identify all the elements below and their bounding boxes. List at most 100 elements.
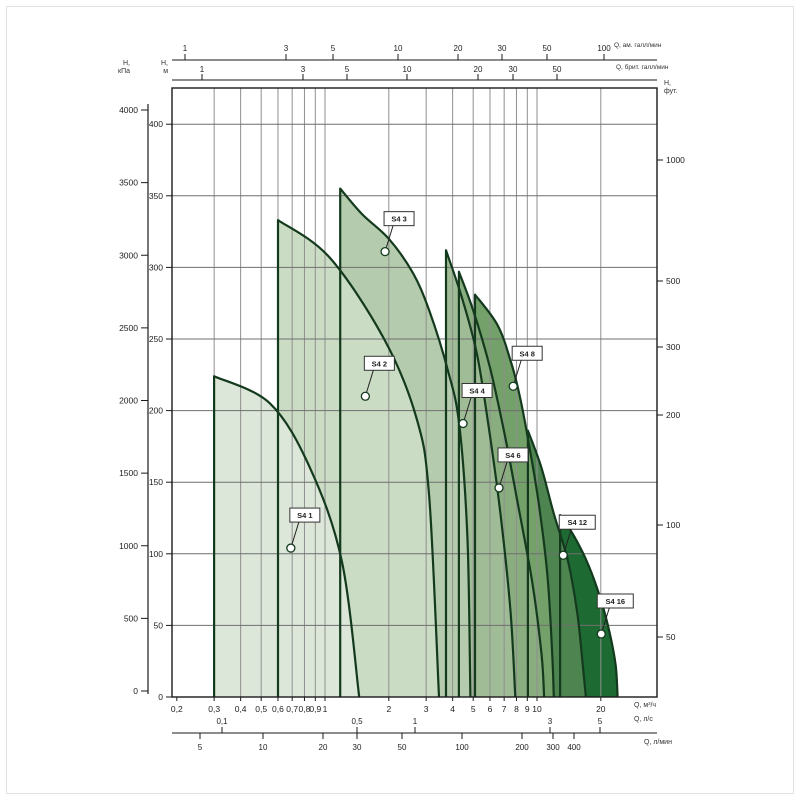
- tick-label-ls: 1: [413, 717, 418, 726]
- axes: 0501001502002503003504000500100015002000…: [119, 44, 685, 752]
- top-axis-unit-impgpm: Q, брит. галл/мин: [616, 64, 669, 71]
- tick-label-m3h: 0,4: [235, 704, 247, 714]
- tick-label-m: 100: [149, 549, 163, 559]
- tick-label-ls: 5: [598, 717, 603, 726]
- tick-label-m3h: 2: [386, 704, 391, 714]
- tick-label-m3h: 1: [323, 704, 328, 714]
- outline-s4-12: [526, 429, 587, 698]
- outline-s4-8: [473, 293, 555, 698]
- label-dot-s4-8: [508, 381, 518, 391]
- tick-label-m3h: 0,5: [255, 704, 267, 714]
- label-text-s4-2: S4 2: [372, 359, 387, 368]
- tick-label-kpa: 3000: [119, 250, 138, 260]
- tick-label-lmin: 5: [198, 743, 203, 752]
- label-box-s4-3[interactable]: [383, 211, 415, 227]
- tick-label-impgpm: 1: [200, 65, 205, 74]
- tick-label-lmin: 30: [353, 743, 362, 752]
- label-box-s4-2[interactable]: [363, 355, 395, 371]
- label-text-s4-8: S4 8: [519, 349, 534, 358]
- bottom-axis-unit-m3h: Q, м³/ч: [634, 702, 657, 709]
- tick-label-lmin: 300: [546, 743, 560, 752]
- tick-label-m3h: 3: [424, 704, 429, 714]
- label-dot-s4-4: [458, 418, 468, 429]
- label-text-s4-4: S4 4: [469, 386, 485, 395]
- pump-model-labels: S4 1 S4 2 S4 3 S4 4 S4 6 S4 8 S4 12 S4 16: [286, 211, 634, 639]
- tick-label-ft: 1000: [666, 155, 685, 165]
- tick-label-impgpm: 10: [403, 65, 412, 74]
- label-dot-s4-3: [380, 246, 390, 257]
- left-axis-unit-m: H, м: [161, 60, 168, 75]
- tick-label-m: 300: [149, 262, 163, 272]
- tick-label-m3h: 0,8: [299, 704, 311, 714]
- label-dot-s4-6: [494, 483, 504, 493]
- tick-label-kpa: 0: [133, 686, 138, 696]
- left-axis-unit-kpa: H, кПа: [118, 60, 130, 75]
- outline-s4-2: [276, 219, 441, 698]
- tick-label-ls: 3: [548, 717, 553, 726]
- tick-label-ft: 100: [666, 520, 680, 530]
- tick-label-m: 0: [158, 692, 163, 702]
- tick-label-kpa: 1000: [119, 541, 138, 551]
- tick-label-kpa: 2000: [119, 396, 138, 406]
- pump-envelope-fills: [214, 188, 618, 697]
- tick-label-usgpm: 20: [454, 44, 463, 53]
- label-box-s4-6[interactable]: [497, 447, 529, 463]
- tick-label-lmin: 400: [567, 743, 581, 752]
- label-box-s4-4[interactable]: [461, 382, 493, 398]
- tick-label-m: 200: [149, 406, 163, 416]
- tick-label-m: 150: [149, 477, 163, 487]
- top-axis-unit-usgpm: Q, ам. галл/мин: [614, 42, 662, 49]
- label-dot-s4-2: [360, 391, 371, 401]
- region-s4-1: [214, 376, 360, 697]
- tick-label-impgpm: 50: [553, 65, 562, 74]
- plot-border: [171, 87, 658, 698]
- tick-label-m3h: 0,2: [171, 704, 183, 714]
- tick-label-ft: 200: [666, 410, 680, 420]
- outline-s4-4: [444, 249, 517, 698]
- label-text-s4-16: S4 16: [605, 597, 625, 606]
- bottom-axis-unit-lmin: Q, л/мин: [644, 739, 672, 746]
- tick-label-m3h: 6: [488, 704, 493, 714]
- tick-label-usgpm: 30: [498, 44, 507, 53]
- label-text-s4-6: S4 6: [505, 451, 520, 460]
- tick-label-impgpm: 20: [474, 65, 483, 74]
- tick-label-ls: 0,1: [216, 717, 228, 726]
- pump-envelope-outlines: [213, 187, 619, 698]
- tick-label-kpa: 1500: [119, 468, 138, 478]
- tick-label-m3h: 7: [502, 704, 507, 714]
- tick-label-impgpm: 3: [301, 65, 306, 74]
- tick-label-usgpm: 3: [284, 44, 289, 53]
- tick-label-m: 250: [149, 334, 163, 344]
- right-axis-unit-ft: H, фут.: [664, 80, 678, 95]
- tick-label-ls: 0,5: [351, 717, 363, 726]
- tick-label-impgpm: 5: [345, 65, 350, 74]
- tick-label-m: 400: [149, 119, 163, 129]
- tick-label-usgpm: 5: [331, 44, 336, 53]
- label-box-s4-12[interactable]: [558, 514, 596, 530]
- tick-label-lmin: 100: [455, 743, 469, 752]
- label-box-s4-1[interactable]: [289, 507, 321, 523]
- label-dot-s4-12: [558, 550, 568, 560]
- tick-label-usgpm: 50: [543, 44, 552, 53]
- tick-label-kpa: 3500: [119, 178, 138, 188]
- label-dot-s4-16: [596, 629, 606, 639]
- tick-label-m3h: 0,7: [286, 704, 298, 714]
- tick-label-m3h: 0,6: [272, 704, 284, 714]
- tick-label-m: 350: [149, 191, 163, 201]
- tick-label-kpa: 4000: [119, 105, 138, 115]
- tick-label-usgpm: 10: [394, 44, 403, 53]
- tick-label-lmin: 10: [259, 743, 268, 752]
- tick-label-m3h: 8: [514, 704, 519, 714]
- tick-label-lmin: 20: [319, 743, 328, 752]
- tick-label-kpa: 2500: [119, 323, 138, 333]
- label-box-s4-8[interactable]: [511, 345, 543, 361]
- tick-label-m3h: 20: [596, 704, 606, 714]
- tick-label-m3h: 0,3: [208, 704, 220, 714]
- tick-label-m3h: 10: [532, 704, 542, 714]
- tick-label-ft: 50: [666, 632, 676, 642]
- label-text-s4-12: S4 12: [567, 518, 587, 527]
- label-box-s4-16[interactable]: [596, 593, 634, 609]
- tick-label-m3h: 4: [450, 704, 455, 714]
- tick-label-m3h: 9: [525, 704, 530, 714]
